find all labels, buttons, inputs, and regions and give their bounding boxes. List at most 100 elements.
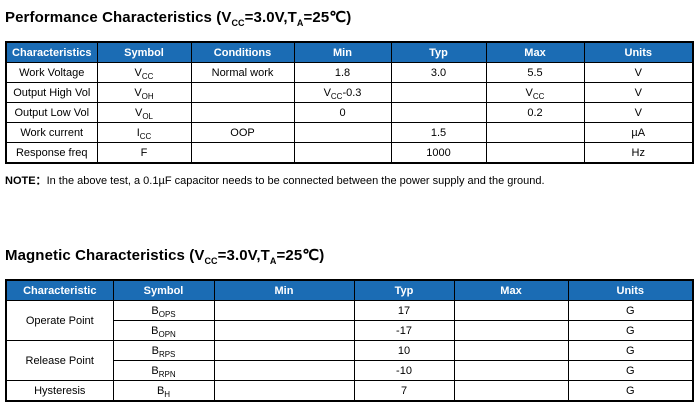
cell-min: 1.8 <box>293 62 392 83</box>
cell-min <box>213 360 355 381</box>
cell-units: Hz <box>583 142 694 164</box>
mag-title-conditions: (VCC=3.0V,TA=25℃) <box>184 247 325 266</box>
mag-section-title: Magnetic Characteristics (VCC=3.0V,TA=25… <box>5 246 693 266</box>
cell-typ: -10 <box>353 360 455 381</box>
cell-conditions: Normal work <box>190 62 295 83</box>
cell-symbol: BRPN <box>112 360 215 381</box>
cell-min <box>293 142 392 164</box>
cell-min <box>213 380 355 402</box>
table-row: Output Low Vol VOL 0 0.2 V <box>5 102 694 123</box>
magnetic-table: Characteristic Symbol Min Typ Max Units … <box>5 279 694 402</box>
cell-min <box>213 320 355 341</box>
cell-symbol: VOH <box>96 82 192 103</box>
cell-symbol: BRPS <box>112 340 215 361</box>
cell-min: 0 <box>293 102 392 123</box>
cell-conditions <box>190 82 295 103</box>
cell-characteristic: Work current <box>5 122 98 143</box>
note-label: NOTE： <box>5 175 47 187</box>
column-header-symbol: Symbol <box>112 279 215 301</box>
cell-typ: 1.5 <box>390 122 487 143</box>
cell-characteristic: Response freq <box>5 142 98 164</box>
cell-max: 0.2 <box>485 102 585 123</box>
cell-max <box>453 300 569 321</box>
cell-symbol: VCC <box>96 62 192 83</box>
cell-units: G <box>567 300 694 321</box>
table-row: Release Point BRPS 10 G <box>5 340 694 381</box>
cell-characteristic-hysteresis: Hysteresis <box>5 380 114 402</box>
cell-characteristic: Output High Vol <box>5 82 98 103</box>
cell-max <box>485 122 585 143</box>
cell-units: G <box>567 340 694 361</box>
column-header-min: Min <box>213 279 355 301</box>
perf-section-title: Performance Characteristics (VCC=3.0V,TA… <box>5 8 693 28</box>
cell-units: V <box>583 102 694 123</box>
cell-characteristic: Work Voltage <box>5 62 98 83</box>
column-header-units: Units <box>583 41 694 63</box>
cell-characteristic-operate-point: Operate Point <box>5 300 114 341</box>
cell-symbol: F <box>96 142 192 164</box>
table-row: BRPN -10 G <box>6 360 694 381</box>
table-row: Operate Point BOPS 17 G <box>5 300 694 341</box>
cell-typ: -17 <box>353 320 455 341</box>
cell-units: G <box>567 320 694 341</box>
column-header-units: Units <box>567 279 694 301</box>
column-header-characteristics: Characteristics <box>5 41 98 63</box>
performance-table: Characteristics Symbol Conditions Min Ty… <box>5 41 694 164</box>
column-header-characteristic: Characteristic <box>5 279 114 301</box>
datasheet-page: Performance Characteristics (VCC=3.0V,TA… <box>5 8 694 402</box>
cell-min: VCC-0.3 <box>293 82 392 103</box>
cell-max <box>453 380 569 402</box>
cell-characteristic: Output Low Vol <box>5 102 98 123</box>
cell-typ: 1000 <box>390 142 487 164</box>
cell-min <box>213 300 355 321</box>
cell-min <box>213 340 355 361</box>
table-row: Work current ICC OOP 1.5 µA <box>5 122 694 143</box>
column-header-max: Max <box>453 279 569 301</box>
cell-max: VCC <box>485 82 585 103</box>
cell-max <box>453 340 569 361</box>
cell-max <box>453 360 569 381</box>
cell-typ <box>390 102 487 123</box>
cell-characteristic-release-point: Release Point <box>5 340 114 381</box>
cell-max: 5.5 <box>485 62 585 83</box>
column-header-max: Max <box>485 41 585 63</box>
note: NOTE：In the above test, a 0.1µF capacito… <box>5 172 693 188</box>
cell-units: V <box>583 62 694 83</box>
cell-typ: 17 <box>353 300 455 321</box>
cell-max <box>485 142 585 164</box>
cell-symbol: BOPS <box>112 300 215 321</box>
cell-conditions <box>190 102 295 123</box>
cell-conditions: OOP <box>190 122 295 143</box>
perf-title-text: Performance Characteristics <box>5 9 212 26</box>
cell-symbol: BH <box>112 380 215 402</box>
perf-header-row: Characteristics Symbol Conditions Min Ty… <box>5 41 694 63</box>
cell-units: µA <box>583 122 694 143</box>
note-text: In the above test, a 0.1µF capacitor nee… <box>46 175 545 187</box>
cell-typ <box>390 82 487 103</box>
mag-title-text: Magnetic Characteristics <box>5 247 185 264</box>
table-row: Hysteresis BH 7 G <box>5 380 694 402</box>
cell-typ: 7 <box>353 380 455 402</box>
table-row: BOPN -17 G <box>6 320 694 341</box>
cell-symbol: BOPN <box>112 320 215 341</box>
column-header-symbol: Symbol <box>96 41 192 63</box>
perf-title-conditions: (VCC=3.0V,TA=25℃) <box>211 9 352 28</box>
cell-conditions <box>190 142 295 164</box>
cell-symbol: ICC <box>96 122 192 143</box>
cell-max <box>453 320 569 341</box>
mag-header-row: Characteristic Symbol Min Typ Max Units <box>5 279 694 301</box>
cell-min <box>293 122 392 143</box>
column-header-typ: Typ <box>390 41 487 63</box>
cell-typ: 3.0 <box>390 62 487 83</box>
cell-typ: 10 <box>353 340 455 361</box>
table-row: Work Voltage VCC Normal work 1.8 3.0 5.5… <box>5 62 694 83</box>
cell-symbol: VOL <box>96 102 192 123</box>
column-header-conditions: Conditions <box>190 41 295 63</box>
table-row: Output High Vol VOH VCC-0.3 VCC V <box>5 82 694 103</box>
column-header-min: Min <box>293 41 392 63</box>
cell-units: G <box>567 380 694 402</box>
cell-units: V <box>583 82 694 103</box>
table-row: Response freq F 1000 Hz <box>5 142 694 164</box>
column-header-typ: Typ <box>353 279 455 301</box>
cell-units: G <box>567 360 694 381</box>
